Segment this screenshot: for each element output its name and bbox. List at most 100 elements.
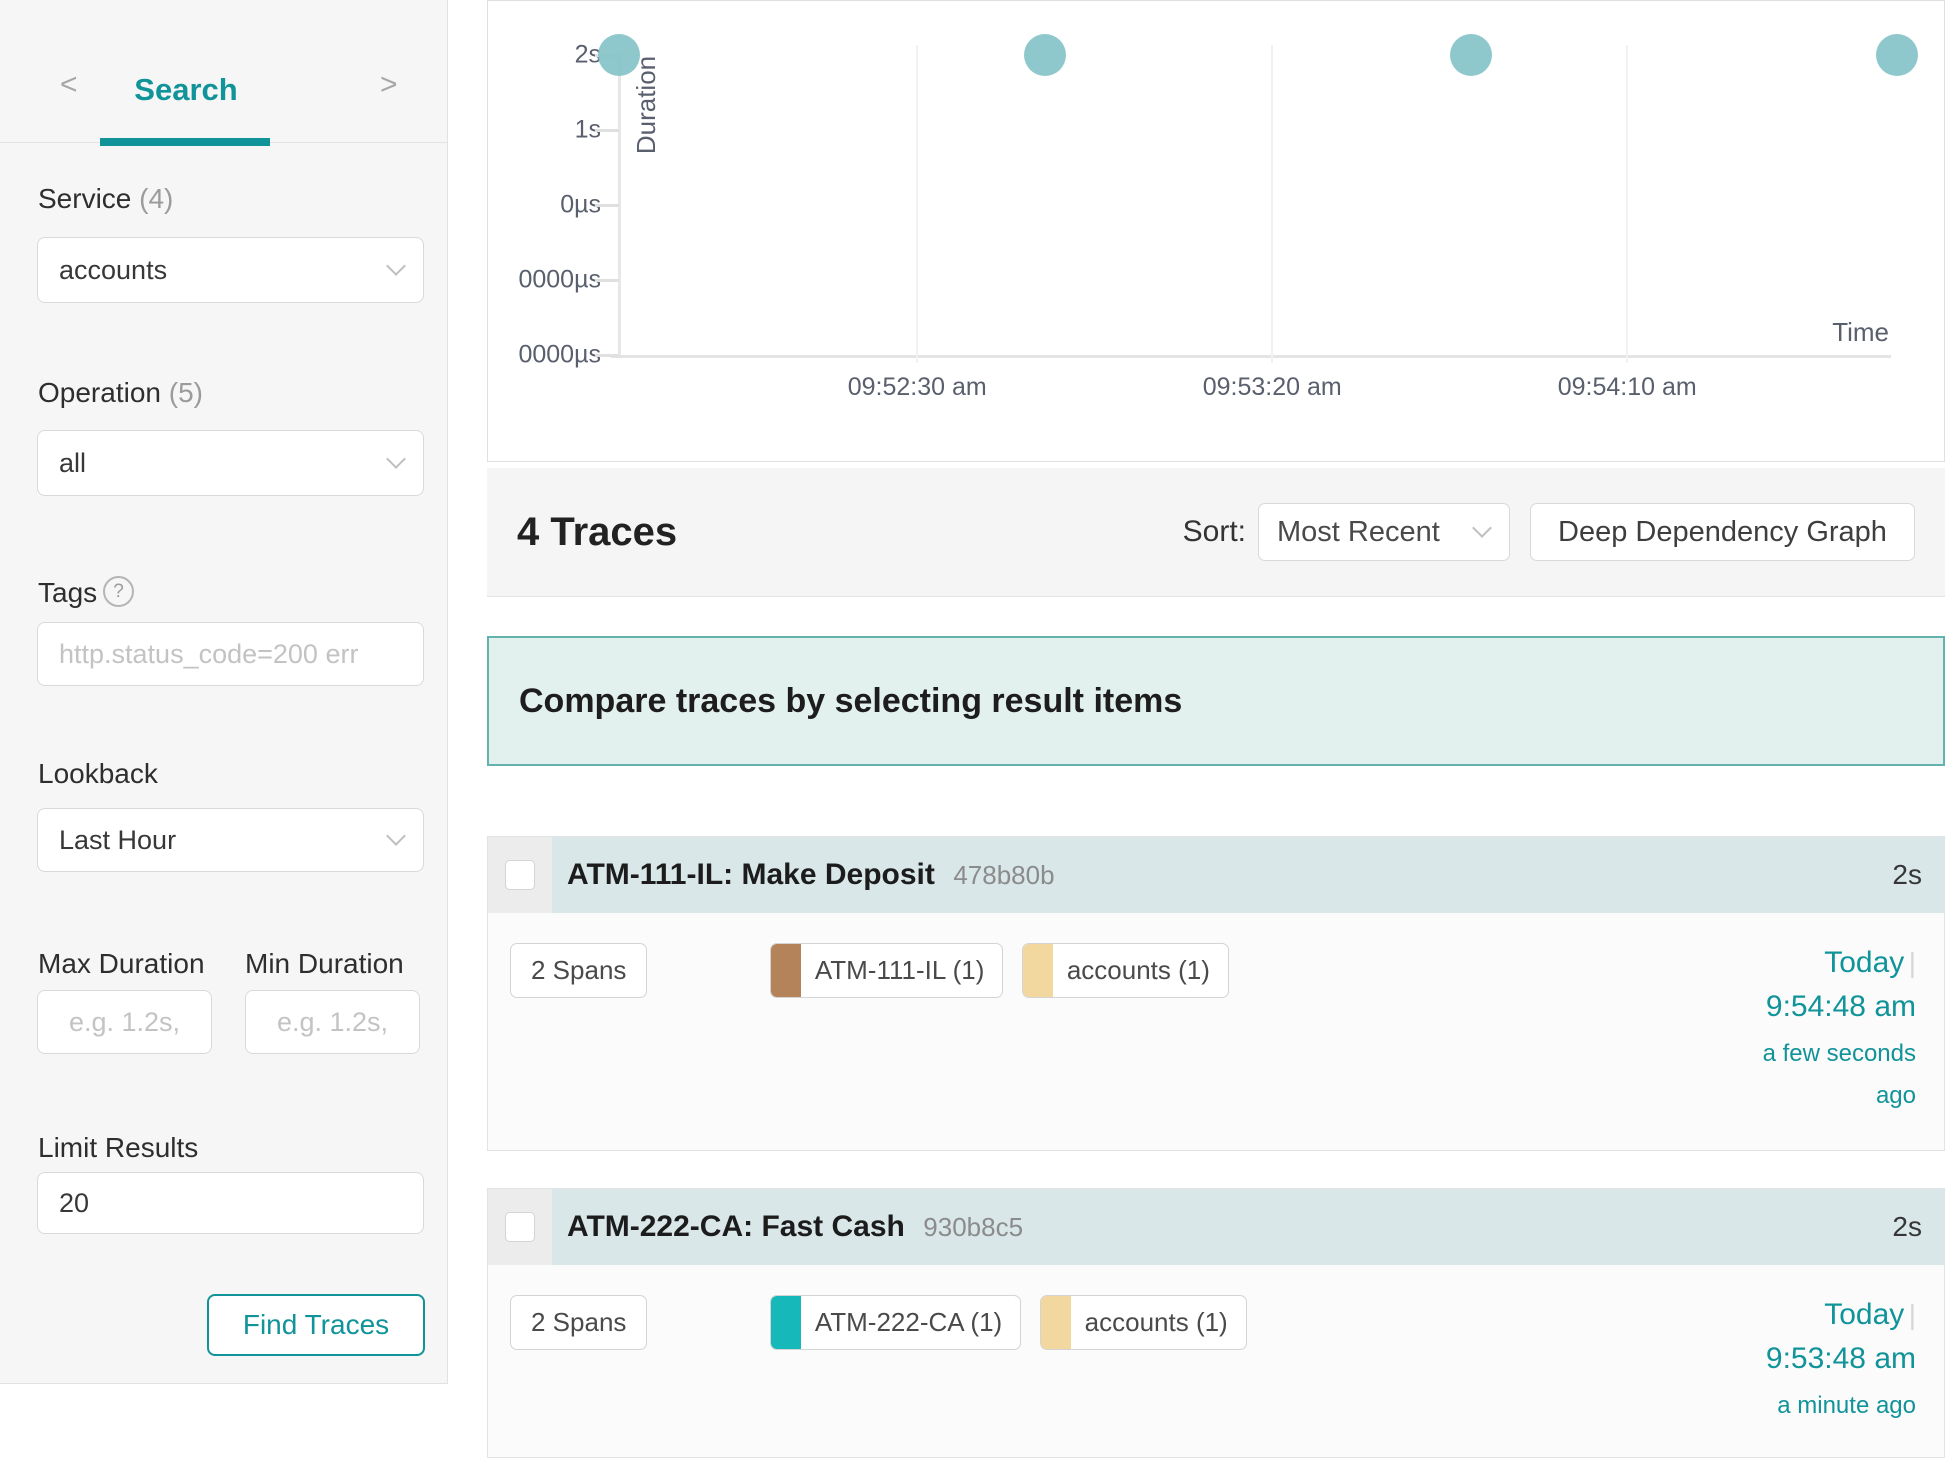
trace-time-link[interactable]: 9:53:48 am [1765,1342,1916,1375]
service-color-swatch [770,944,801,997]
trace-card: ATM-222-CA: Fast Cash 930b8c5 2s 2 Spans… [487,1188,1945,1458]
operation-select[interactable]: all [37,430,424,496]
service-tag: ATM-222-CA (1) [769,1295,1022,1350]
trace-title[interactable]: ATM-222-CA: Fast Cash [567,1210,905,1243]
chevron-down-icon [386,826,406,846]
lookback-select-value: Last Hour [59,824,177,855]
trace-card-body: 2 Spans ATM-111-IL (1) accounts (1) Toda… [488,913,1944,1109]
date-time-divider: | [1908,1299,1916,1330]
checkbox-strip [488,1189,552,1265]
x-axis-line [611,355,1891,358]
limit-results-label: Limit Results [38,1132,198,1164]
sort-select[interactable]: Most Recent [1258,503,1510,561]
tags-help-icon[interactable]: ? [103,576,134,607]
y-tick-mark [595,129,619,132]
lookback-label-text: Lookback [38,758,158,789]
chevron-down-icon [386,256,406,276]
chevron-down-icon [386,449,406,469]
trace-duration: 2s [1892,859,1922,890]
trace-card-header[interactable]: ATM-222-CA: Fast Cash 930b8c5 2s [488,1189,1944,1265]
relative-time-link[interactable]: a few seconds ago [1762,1040,1916,1109]
date-time-divider: | [1908,947,1916,978]
operation-label: Operation (5) [38,377,203,409]
y-tick-mark [595,279,619,282]
trace-select-checkbox[interactable] [505,1212,535,1242]
trace-card-body: 2 Spans ATM-222-CA (1) accounts (1) Toda… [488,1265,1944,1419]
service-tag: accounts (1) [1039,1295,1247,1350]
span-count-pill: 2 Spans [510,1295,648,1350]
x-gridline [1626,45,1629,363]
y-axis-line [618,55,621,355]
trace-date-link[interactable]: Today [1824,946,1905,979]
deep-dependency-graph-button[interactable]: Deep Dependency Graph [1530,503,1915,561]
search-sidebar: < Search > Service (4) accounts Operatio… [0,0,448,1384]
trace-count: 4 Traces [517,509,678,554]
service-tag-label: ATM-222-CA (1) [814,1307,1003,1337]
max-duration-label-text: Max Duration [38,948,205,979]
max-duration-input[interactable] [37,990,212,1054]
compare-banner: Compare traces by selecting result items [487,636,1945,766]
prev-tab-chevron-icon[interactable]: < [60,68,78,101]
results-toolbar: 4 Traces Sort: Most Recent Deep Dependen… [487,468,1945,597]
max-duration-label: Max Duration [38,948,205,980]
lookback-select[interactable]: Last Hour [37,808,424,872]
service-color-swatch [1040,1296,1071,1349]
x-gridline [1271,45,1274,363]
trace-timestamp-block: Today | 9:54:48 am a few seconds ago [1744,941,1916,1117]
trace-time-link[interactable]: 9:54:48 am [1765,990,1916,1023]
x-tick-label: 09:52:30 am [847,373,987,401]
service-tag-label: accounts (1) [1084,1307,1228,1337]
x-gridline [916,45,919,363]
service-color-swatch [1022,944,1053,997]
y-tick-label: 0000µs [518,340,601,369]
trace-dot[interactable] [1024,34,1066,76]
checkbox-strip [488,837,552,913]
min-duration-label-text: Min Duration [245,948,404,979]
trace-duration: 2s [1892,1211,1922,1242]
limit-results-input[interactable] [37,1172,424,1234]
tags-label-text: Tags [38,577,98,608]
tab-search[interactable]: Search [134,72,238,107]
duration-vs-time-scatter-chart: Duration Time 2s 1s 0µs 0000µs 0000µs 09:52:3… [487,0,1945,462]
span-count-pill: 2 Spans [510,943,648,998]
y-tick-label: 2s [574,40,601,69]
next-tab-chevron-icon[interactable]: > [380,68,398,101]
chevron-down-icon [1472,518,1492,538]
tags-input[interactable] [37,622,424,686]
trace-date-link[interactable]: Today [1824,1298,1905,1331]
service-color-swatch [770,1296,801,1349]
y-tick-label: 0µs [560,190,601,219]
trace-dot[interactable] [1876,34,1918,76]
tags-label: Tags [38,577,97,609]
trace-id: 478b80b [953,860,1055,890]
service-tag-label: accounts (1) [1066,955,1210,985]
service-tag: ATM-111-IL (1) [769,943,1004,998]
service-label: Service (4) [38,183,173,215]
trace-dot[interactable] [1450,34,1492,76]
trace-title[interactable]: ATM-111-IL: Make Deposit [567,858,935,891]
relative-time-link[interactable]: a minute ago [1777,1392,1916,1419]
service-label-text: Service [38,183,132,214]
lookback-label: Lookback [38,758,158,790]
service-count: (4) [139,183,174,214]
operation-count: (5) [168,377,203,408]
min-duration-label: Min Duration [245,948,404,980]
trace-timestamp-block: Today | 9:53:48 am a minute ago [1744,1293,1916,1427]
trace-card-header[interactable]: ATM-111-IL: Make Deposit 478b80b 2s [488,837,1944,913]
active-tab-underline [100,138,270,146]
x-tick-label: 09:53:20 am [1202,373,1342,401]
compare-banner-text: Compare traces by selecting result items [519,681,1183,720]
y-tick-label: 1s [574,115,601,144]
service-tag: accounts (1) [1021,943,1229,998]
trace-dot[interactable] [598,34,640,76]
x-tick-label: 09:54:10 am [1557,373,1697,401]
service-select[interactable]: accounts [37,237,424,303]
x-axis-title: Time [1832,317,1889,347]
sort-label: Sort: [1182,515,1246,548]
trace-select-checkbox[interactable] [505,860,535,890]
trace-id: 930b8c5 [923,1212,1024,1242]
min-duration-input[interactable] [245,990,420,1054]
find-traces-button[interactable]: Find Traces [207,1294,425,1356]
limit-results-label-text: Limit Results [38,1132,199,1163]
